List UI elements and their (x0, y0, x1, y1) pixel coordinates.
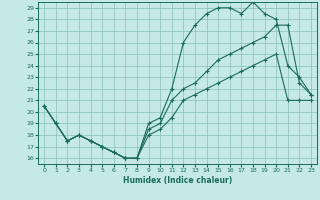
X-axis label: Humidex (Indice chaleur): Humidex (Indice chaleur) (123, 176, 232, 185)
